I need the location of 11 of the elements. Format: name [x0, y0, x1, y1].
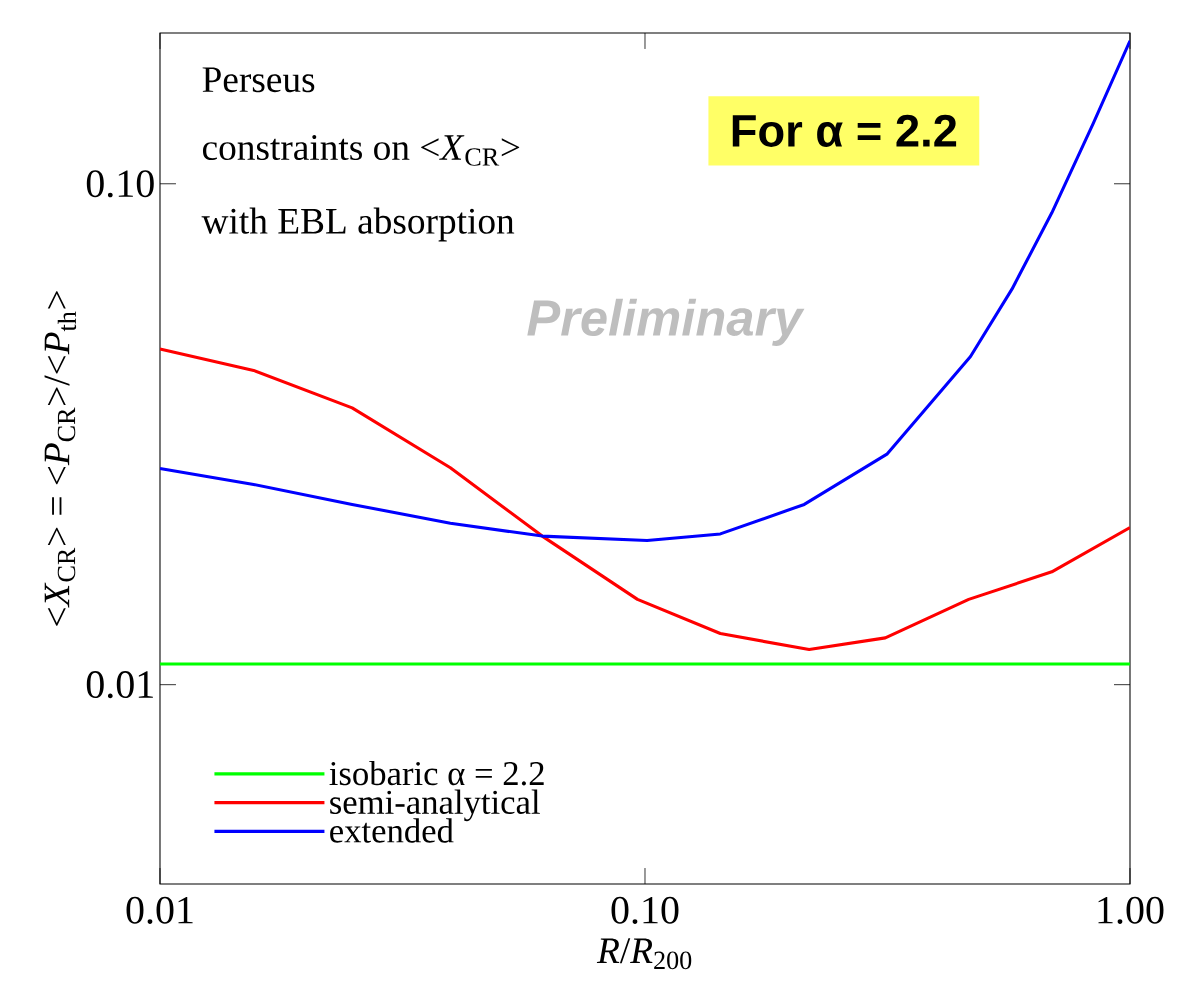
annotation: Preliminary	[527, 298, 805, 346]
x-tick-label: 0.10	[611, 896, 679, 924]
legend-label: isobaric α = 2.2	[329, 760, 544, 786]
x-tick-label: 0.01	[126, 896, 193, 924]
annotation: constraints on <X$_{CR}$>	[202, 135, 520, 166]
text: <X$_{CR}$> = <P$_{CR}$>/<P$_{th}$>	[44, 291, 77, 626]
annotation: For α = 2.2	[732, 114, 957, 147]
annotation: Perseus	[202, 67, 315, 93]
x-tick-label: 1.00	[1098, 896, 1164, 924]
annotation: with EBL absorption	[201, 207, 515, 242]
x-axis-title: R/R$_{200}$	[596, 938, 692, 970]
